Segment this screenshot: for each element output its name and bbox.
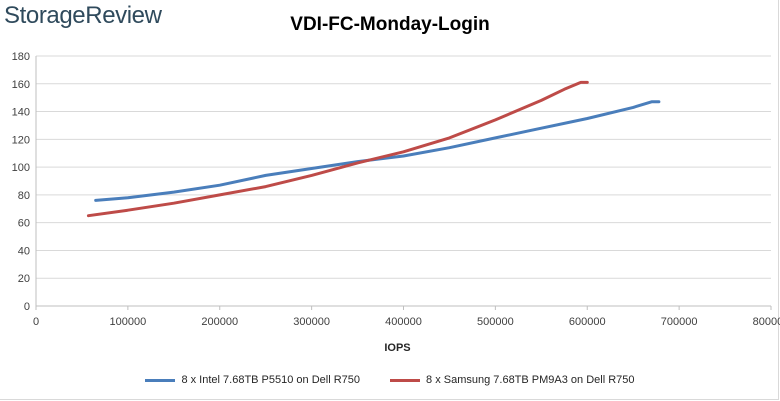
y-tick-label: 0: [24, 301, 30, 313]
x-tick-label: 0: [33, 316, 39, 328]
series-lines: [86, 80, 661, 218]
axes: [35, 56, 772, 310]
y-tick-label: 120: [12, 134, 30, 146]
x-tick-label: 700000: [661, 316, 698, 328]
gridlines: [36, 55, 771, 279]
legend: 8 x Intel 7.68TB P5510 on Dell R750 8 x …: [0, 374, 780, 386]
y-tick-labels: 0 20 40 60 80 100 120 140 160 180: [12, 51, 30, 313]
y-tick-label: 80: [18, 190, 30, 202]
y-tick-label: 140: [12, 107, 30, 119]
x-tick-label: 800000: [753, 316, 780, 328]
storagereview-logo: StorageReview: [4, 2, 162, 29]
y-tick-label: 100: [12, 162, 30, 174]
legend-swatch-samsung: [390, 378, 421, 382]
legend-label-intel: 8 x Intel 7.68TB P5510 on Dell R750: [181, 374, 361, 386]
legend-item-intel: 8 x Intel 7.68TB P5510 on Dell R750: [145, 374, 360, 386]
y-tick-label: 60: [18, 218, 30, 230]
x-tick-labels: 0 100000 200000 300000 400000 500000 600000 700…: [33, 316, 780, 328]
series-line-samsung: [86, 80, 589, 218]
x-tick-label: 500000: [477, 316, 514, 328]
chart-title: VDI-FC-Monday-Login: [290, 14, 490, 35]
y-tick-label: 20: [18, 273, 30, 285]
x-tick-label: 300000: [293, 316, 330, 328]
x-tick-label: 400000: [385, 316, 422, 328]
x-tick-label: 200000: [201, 316, 238, 328]
x-tick-label: 100000: [110, 316, 147, 328]
y-tick-label: 180: [12, 51, 30, 63]
series-line-intel: [94, 100, 661, 202]
legend-item-samsung: 8 x Samsung 7.68TB PM9A3 on Dell R750: [390, 374, 635, 386]
x-axis-title: IOPS: [384, 342, 410, 354]
legend-swatch-intel: [145, 378, 176, 382]
y-tick-label: 40: [18, 245, 30, 257]
x-tick-label: 600000: [569, 316, 606, 328]
y-tick-label: 160: [12, 79, 30, 91]
legend-label-samsung: 8 x Samsung 7.68TB PM9A3 on Dell R750: [426, 374, 635, 386]
